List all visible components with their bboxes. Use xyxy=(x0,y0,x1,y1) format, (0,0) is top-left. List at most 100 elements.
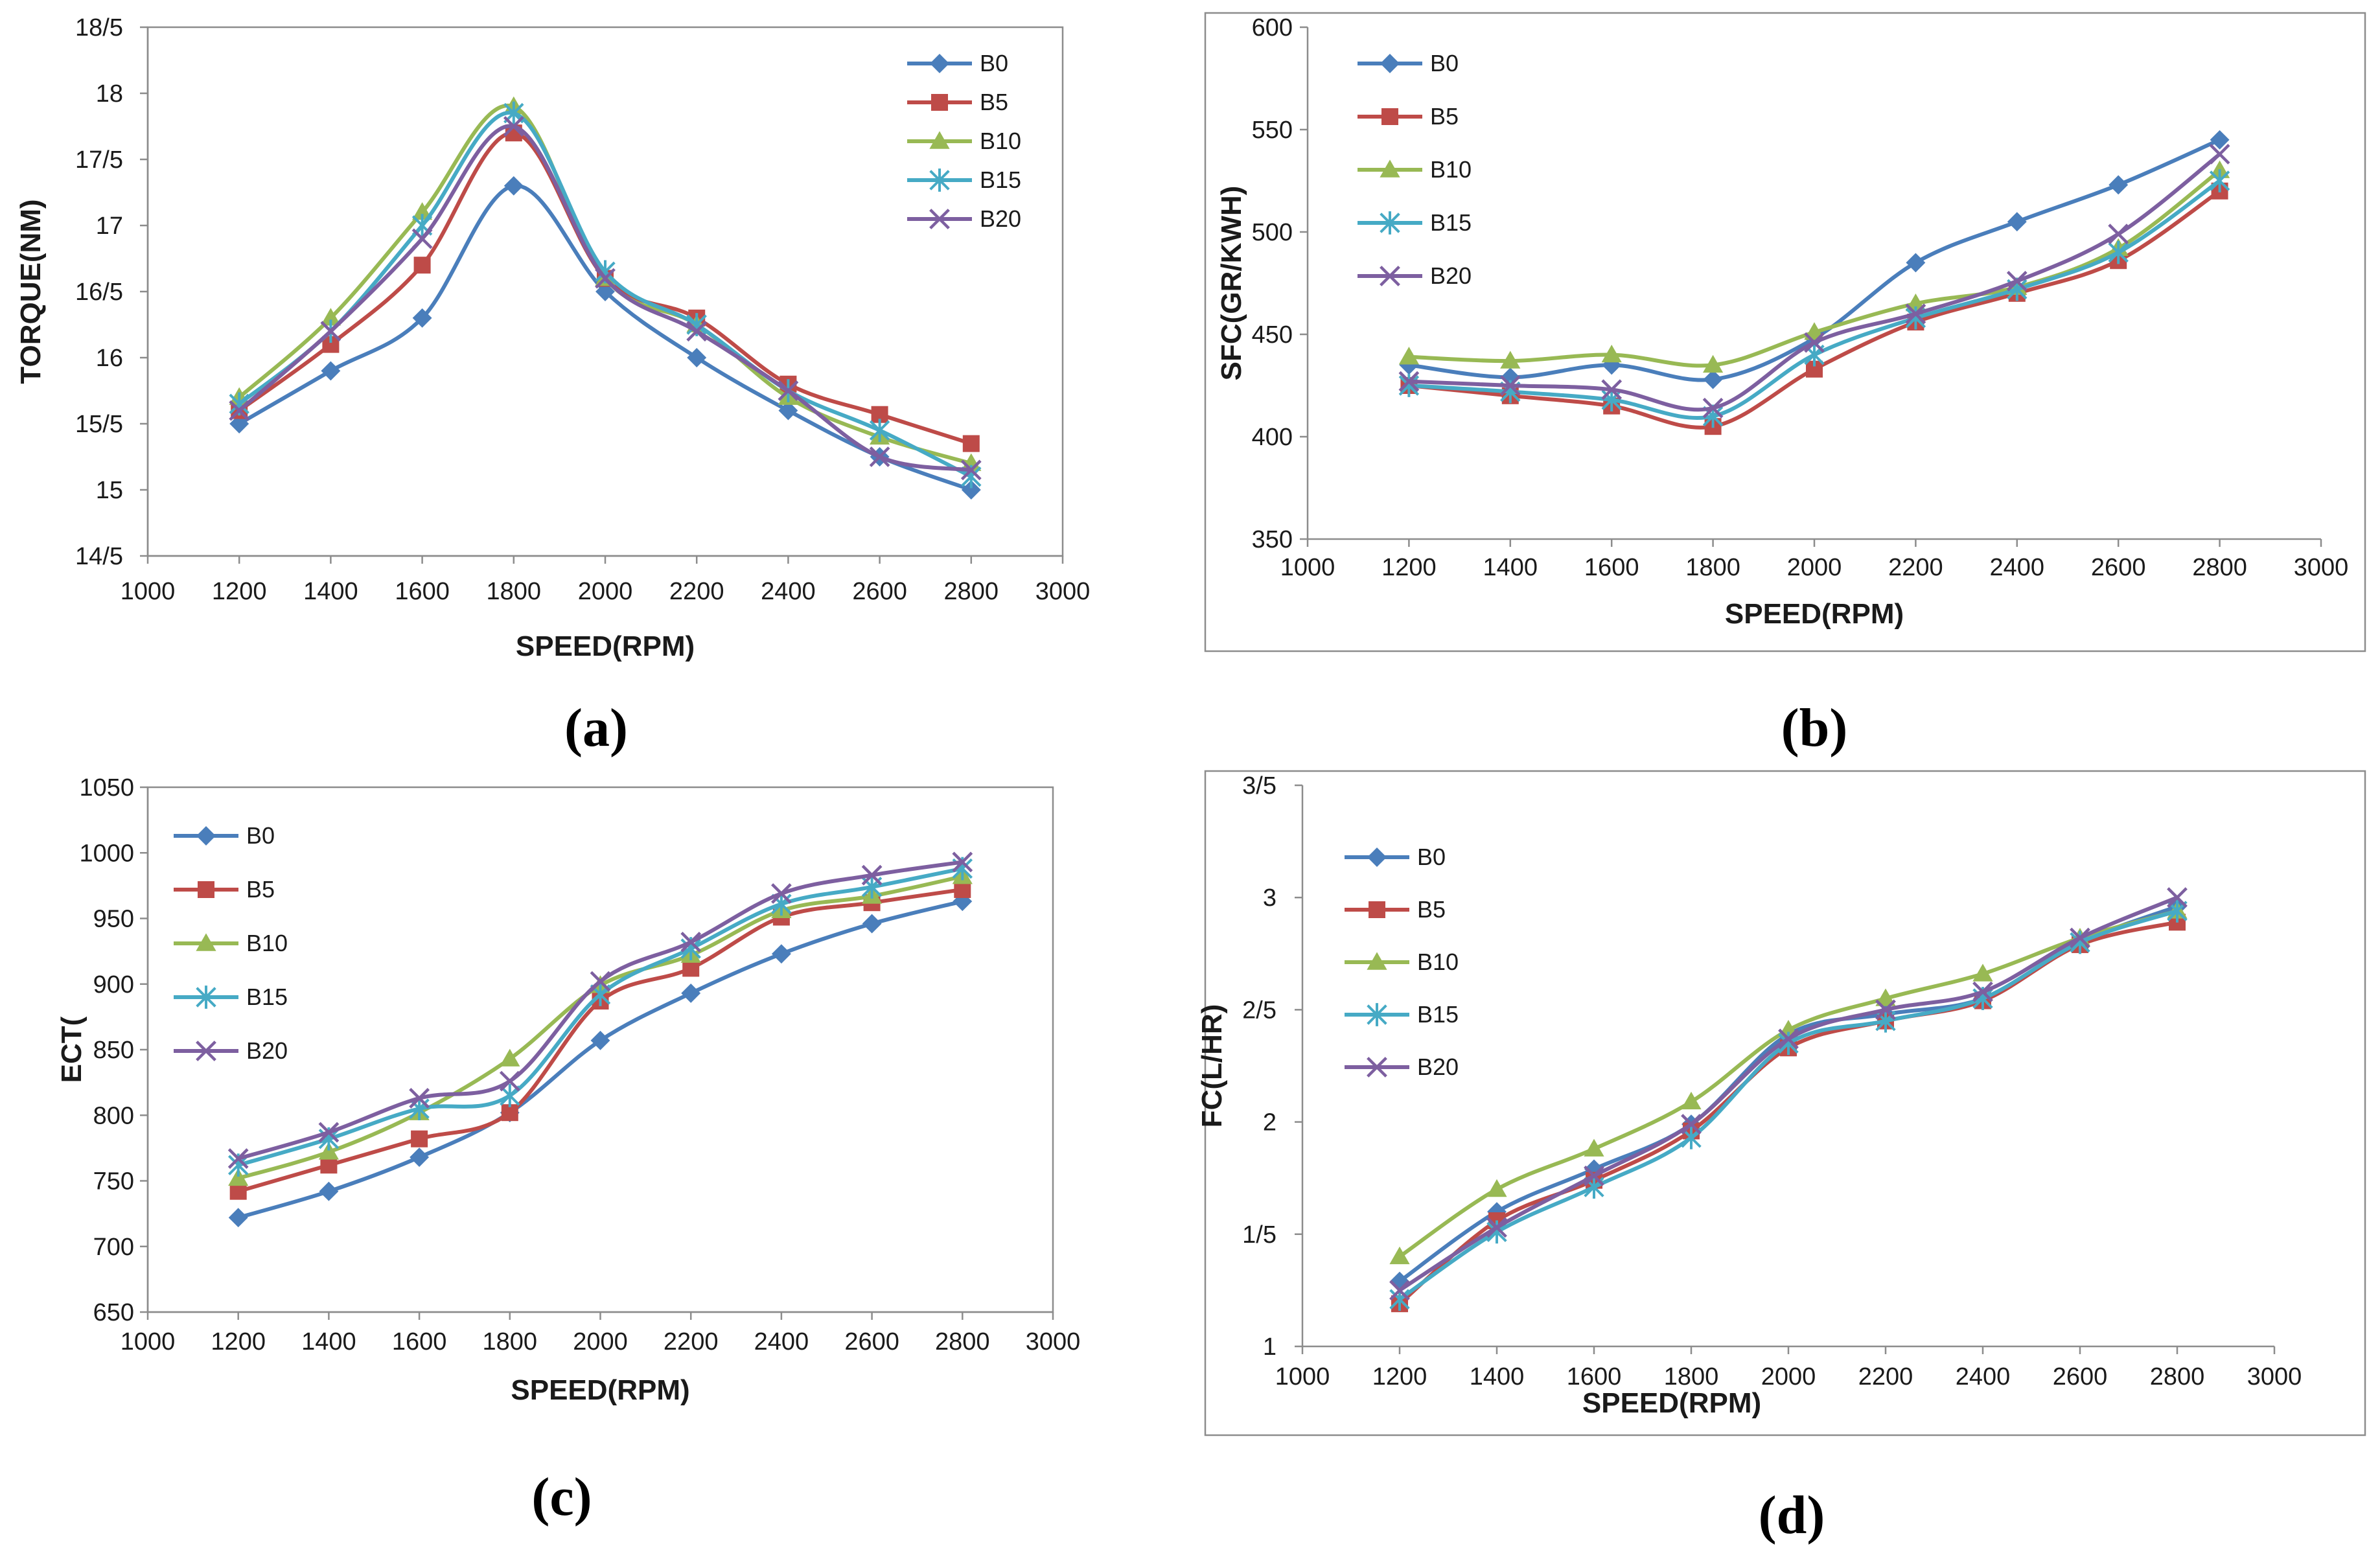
y-tick-label: 800 xyxy=(93,1102,134,1129)
legend-label-b15: B15 xyxy=(1417,1001,1459,1028)
x-tick-label: 2200 xyxy=(1858,1363,1913,1390)
legend-label-b15: B15 xyxy=(246,984,288,1010)
legend-marker-b0 xyxy=(196,826,216,846)
legend-marker-b10 xyxy=(196,933,216,951)
x-axis-title: SPEED(RPM) xyxy=(511,1374,689,1406)
data-point-b0 xyxy=(778,400,798,421)
data-point-b20 xyxy=(1681,1114,1702,1135)
data-point-b10 xyxy=(1398,347,1419,365)
y-tick-label: 3/5 xyxy=(1242,772,1277,800)
legend-label-b10: B10 xyxy=(980,128,1021,154)
data-point-b20 xyxy=(2108,224,2129,245)
legend-marker-b5 xyxy=(1369,901,1385,918)
x-tick-label: 2600 xyxy=(2091,554,2146,581)
legend-label-b10: B10 xyxy=(246,930,288,956)
y-tick-label: 1/5 xyxy=(1242,1221,1277,1249)
data-point-b10 xyxy=(1681,1091,1702,1110)
legend-label-b20: B20 xyxy=(246,1037,288,1064)
data-point-b10 xyxy=(1972,963,1993,982)
data-point-b0 xyxy=(503,176,524,196)
legend-marker-b15 xyxy=(1367,1003,1387,1026)
panel-caption-c: (c) xyxy=(531,1467,592,1527)
legend-marker-b10 xyxy=(1367,952,1387,970)
x-tick-label: 2200 xyxy=(664,1328,719,1355)
data-point-b20 xyxy=(227,1148,249,1169)
x-tick-label: 1200 xyxy=(212,578,267,605)
series-line-b20 xyxy=(237,124,973,472)
x-tick-label: 2400 xyxy=(1956,1363,2011,1390)
data-point-b20 xyxy=(869,446,890,467)
data-point-b20 xyxy=(861,864,883,886)
data-point-b10 xyxy=(1703,354,1724,373)
y-tick-label: 550 xyxy=(1252,117,1293,144)
data-point-b0 xyxy=(953,892,973,912)
data-point-b20 xyxy=(320,321,341,342)
x-tick-label: 3000 xyxy=(2294,554,2349,581)
data-point-b10 xyxy=(1601,345,1622,363)
data-point-b0 xyxy=(681,983,701,1003)
data-point-b20 xyxy=(499,1070,520,1092)
data-point-b0 xyxy=(2007,212,2027,232)
legend-marker-b10 xyxy=(1380,159,1400,178)
y-tick-label: 18/5 xyxy=(75,14,123,41)
x-tick-label: 2000 xyxy=(1787,554,1842,581)
x-tick-label: 2200 xyxy=(669,578,724,605)
data-point-b15 xyxy=(869,419,890,443)
y-tick-label: 2/5 xyxy=(1242,997,1277,1024)
y-tick-label: 1000 xyxy=(79,840,134,867)
data-point-b0 xyxy=(412,308,432,328)
legend-label-b0: B0 xyxy=(1417,844,1446,870)
legend-marker-b15 xyxy=(196,986,216,1009)
data-point-b20 xyxy=(1778,1028,1799,1050)
data-point-b10 xyxy=(500,1048,520,1066)
legend-marker-b20 xyxy=(1367,1057,1387,1078)
data-point-b20 xyxy=(778,380,799,401)
y-tick-label: 600 xyxy=(1252,14,1293,41)
panel-caption-d: (d) xyxy=(1758,1485,1825,1545)
data-point-b20 xyxy=(1584,1165,1604,1186)
chart-frame xyxy=(1204,770,2366,1436)
legend-label-b5: B5 xyxy=(980,89,1008,115)
x-tick-label: 1800 xyxy=(1664,1363,1719,1390)
y-axis-title: SFC(GR/KWH) xyxy=(1216,186,1247,381)
y-tick-label: 17 xyxy=(96,213,123,240)
series-line-b5 xyxy=(1398,920,2179,1306)
legend-label-b15: B15 xyxy=(980,167,1021,193)
legend-marker-b5 xyxy=(198,881,214,898)
x-tick-label: 1000 xyxy=(1280,554,1335,581)
legend-marker-b15 xyxy=(929,168,950,192)
series-line-b0 xyxy=(1398,905,2179,1284)
y-tick-label: 450 xyxy=(1252,321,1293,349)
series-line-b15 xyxy=(237,110,973,479)
data-point-b0 xyxy=(590,1030,610,1050)
x-tick-label: 2400 xyxy=(1990,554,2045,581)
x-tick-label: 2600 xyxy=(852,578,907,605)
legend-label-b5: B5 xyxy=(1430,103,1459,130)
data-point-b0 xyxy=(1487,1202,1507,1222)
legend-label-b0: B0 xyxy=(246,822,275,849)
x-tick-label: 3000 xyxy=(2247,1363,2302,1390)
legend-label-b0: B0 xyxy=(1430,50,1459,76)
data-point-b20 xyxy=(952,851,973,873)
data-point-b5 xyxy=(411,1130,428,1147)
x-tick-label: 2000 xyxy=(573,1328,628,1355)
data-point-b20 xyxy=(2006,270,2028,292)
data-point-b10 xyxy=(1389,1246,1410,1265)
data-point-b20 xyxy=(1601,379,1623,400)
x-tick-label: 1600 xyxy=(392,1328,447,1355)
x-tick-label: 1200 xyxy=(1381,554,1437,581)
data-point-b10 xyxy=(228,1168,249,1186)
x-tick-label: 2800 xyxy=(2192,554,2247,581)
data-point-b0 xyxy=(862,914,882,934)
data-point-b20 xyxy=(960,459,982,481)
y-axis-title: FC(L/HR) xyxy=(1196,1004,1228,1128)
y-tick-label: 850 xyxy=(93,1037,134,1064)
x-tick-label: 1400 xyxy=(301,1328,356,1355)
y-tick-label: 14/5 xyxy=(75,543,123,570)
data-point-b20 xyxy=(1905,303,1926,325)
data-point-b20 xyxy=(1804,332,1825,353)
data-point-b0 xyxy=(2210,130,2230,150)
legend-marker-b10 xyxy=(929,131,950,149)
data-point-b15 xyxy=(2209,169,2230,192)
